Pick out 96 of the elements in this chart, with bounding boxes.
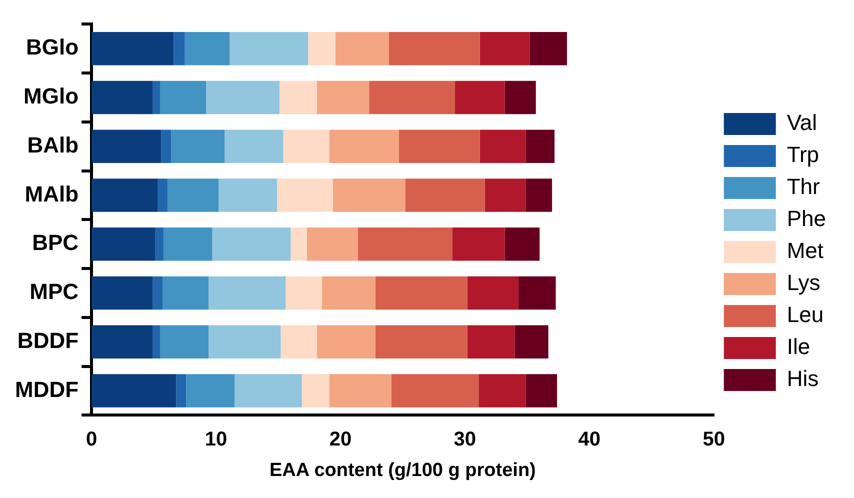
legend-label: Phe xyxy=(786,206,826,232)
bar xyxy=(230,32,308,66)
bar xyxy=(405,178,485,212)
bar xyxy=(467,276,518,310)
bar xyxy=(92,32,174,66)
bar xyxy=(160,80,206,114)
bar xyxy=(333,178,406,212)
bar xyxy=(329,374,392,408)
bar xyxy=(212,228,291,261)
bar xyxy=(369,80,455,114)
bar xyxy=(92,325,153,359)
bar xyxy=(322,276,376,310)
bar xyxy=(161,130,172,164)
bar xyxy=(164,228,212,261)
y-tick-label: MGlo xyxy=(24,84,79,109)
legend-label: Lys xyxy=(786,270,820,296)
bar xyxy=(167,178,218,212)
legend-label: Thr xyxy=(786,174,820,200)
bar xyxy=(280,325,317,359)
bar xyxy=(480,32,530,66)
bar xyxy=(234,374,302,408)
bar xyxy=(152,276,162,310)
bar xyxy=(276,178,333,212)
bar xyxy=(504,228,540,261)
bar xyxy=(286,276,322,310)
bar xyxy=(92,276,153,310)
bar xyxy=(398,130,480,164)
bar xyxy=(316,80,370,114)
legend-label: Leu xyxy=(786,302,824,328)
bar xyxy=(306,228,358,261)
bar xyxy=(452,228,505,261)
bar xyxy=(389,32,480,66)
bar xyxy=(176,374,186,408)
y-tick-label: BGlo xyxy=(26,34,79,60)
bar xyxy=(526,130,555,164)
bar xyxy=(290,228,307,261)
bar xyxy=(454,80,505,114)
bar xyxy=(329,130,399,164)
bar xyxy=(518,276,556,310)
bar xyxy=(526,374,558,408)
bar xyxy=(174,32,185,66)
bar xyxy=(279,80,317,114)
y-tick-label: BPC xyxy=(32,230,79,256)
bar xyxy=(358,228,452,261)
bar xyxy=(478,374,526,408)
legend-label: Ile xyxy=(786,334,810,360)
legend-label: His xyxy=(786,366,819,392)
bar xyxy=(484,178,526,212)
bar xyxy=(504,80,536,114)
x-tick-label: 30 xyxy=(454,428,476,451)
x-tick-label: 10 xyxy=(204,428,228,451)
x-tick-label: 0 xyxy=(86,428,98,451)
x-tick-label: 50 xyxy=(702,428,725,451)
bar xyxy=(308,32,336,66)
bar xyxy=(152,80,160,114)
bar xyxy=(206,80,280,114)
bar xyxy=(375,276,468,310)
bar xyxy=(155,228,164,261)
bar xyxy=(391,374,479,408)
bar xyxy=(480,130,526,164)
legend-label: Trp xyxy=(786,142,820,168)
bar xyxy=(184,32,230,66)
bar xyxy=(158,178,168,212)
bar xyxy=(162,276,209,310)
bar xyxy=(208,325,281,359)
y-tick-label: MPC xyxy=(30,279,79,304)
bar xyxy=(302,374,330,408)
bar xyxy=(526,178,552,212)
bar xyxy=(92,374,176,408)
y-tick-label: MAlb xyxy=(24,181,79,206)
bar xyxy=(152,325,160,359)
bar xyxy=(467,325,515,359)
bar xyxy=(514,325,548,359)
y-tick-label: BDDF xyxy=(17,328,79,353)
bar xyxy=(186,374,235,408)
bar xyxy=(92,130,162,164)
bar xyxy=(92,178,158,212)
x-tick-label: 20 xyxy=(329,428,352,451)
bar xyxy=(92,228,156,261)
legend-label: Met xyxy=(786,238,824,264)
bar xyxy=(316,325,376,359)
bar xyxy=(224,130,284,164)
bar xyxy=(218,178,277,212)
bar xyxy=(375,325,468,359)
y-tick-label: BAlb xyxy=(27,132,79,158)
bar xyxy=(208,276,286,310)
bar xyxy=(92,80,153,114)
bar xyxy=(335,32,390,66)
legend-label: Val xyxy=(786,110,818,136)
x-axis-title: EAA content (g/100 g protein) xyxy=(270,460,536,481)
bar xyxy=(283,130,330,164)
bar xyxy=(530,32,567,66)
x-tick-label: 40 xyxy=(578,428,601,451)
y-tick-label: MDDF xyxy=(14,376,79,402)
bar xyxy=(160,325,209,359)
bar xyxy=(171,130,225,164)
